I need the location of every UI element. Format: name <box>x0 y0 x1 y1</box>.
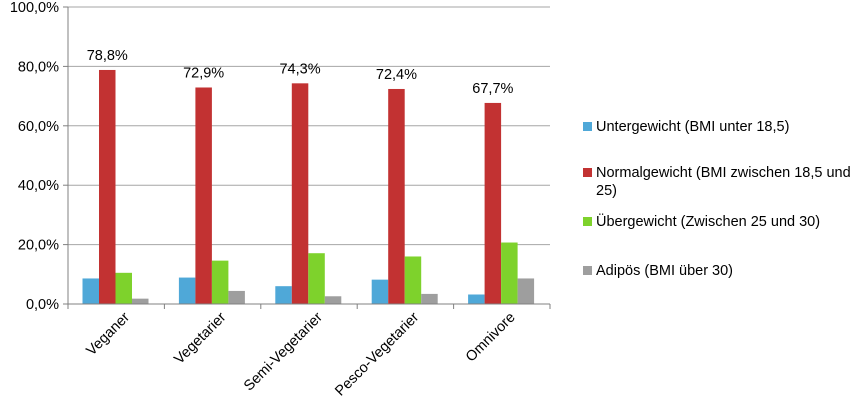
axes <box>63 7 550 305</box>
data-labels: 78,8% 72,9% 74,3% 72,4% 67,7% <box>87 48 514 97</box>
legend-swatch <box>583 122 592 131</box>
legend-item-normalgewicht: Normalgewicht (BMI zwischen 18,5 und 25) <box>583 164 853 200</box>
x-axis-ticks: Veganer Vegetarier Semi-Vegetarier Pesco-Ve… <box>67 304 551 399</box>
x-tick-label: Omnivore <box>463 310 519 366</box>
legend-label: Übergewicht (Zwischen 25 und 30) <box>596 214 821 230</box>
data-label: 67,7% <box>472 81 513 97</box>
bar <box>421 293 438 304</box>
x-tick-label: Semi-Vegetarier <box>241 309 326 394</box>
bar <box>468 294 485 304</box>
bar <box>291 83 309 304</box>
data-label: 72,4% <box>376 67 417 83</box>
x-tick-label: Pesco-Vegetarier <box>332 309 422 399</box>
x-tick-label: Vegetarier <box>171 309 229 367</box>
legend-item-untergewicht: Untergewicht (BMI unter 18,5) <box>583 118 789 136</box>
legend-label: Untergewicht (BMI unter 18,5) <box>596 119 790 135</box>
legend-swatch <box>583 266 592 275</box>
y-tick-label: 100,0% <box>10 0 59 16</box>
x-tick-label: Veganer <box>84 309 134 359</box>
bar <box>308 253 325 304</box>
bar <box>211 260 229 304</box>
y-tick-label: 0,0% <box>26 297 59 313</box>
data-label: 74,3% <box>279 61 320 77</box>
data-label: 78,8% <box>87 48 128 64</box>
legend-item-adipoes: Adipös (BMI über 30) <box>583 262 733 280</box>
bar <box>178 277 196 304</box>
bar <box>404 256 422 304</box>
bar <box>324 296 342 304</box>
bar <box>195 87 212 304</box>
legend-label: Adipös (BMI über 30) <box>596 263 734 279</box>
bar <box>371 279 389 304</box>
bar <box>99 69 116 305</box>
bar <box>115 272 132 304</box>
y-axis-ticks: 0,0% 20,0% 40,0% 60,0% 80,0% 100,0% <box>10 0 68 313</box>
data-label: 72,9% <box>183 65 224 81</box>
bar <box>517 278 535 304</box>
legend-swatch <box>583 217 592 226</box>
y-tick-label: 60,0% <box>18 119 59 135</box>
bar <box>501 242 518 304</box>
gridlines <box>68 6 550 246</box>
legend-swatch <box>583 168 592 177</box>
y-tick-label: 20,0% <box>18 238 59 254</box>
y-tick-label: 80,0% <box>18 59 59 75</box>
legend-item-uebergewicht: Übergewicht (Zwischen 25 und 30) <box>583 213 820 231</box>
legend-label: Normalgewicht (BMI zwischen 18,5 und 25) <box>596 165 851 199</box>
bar <box>484 102 502 304</box>
bars <box>82 69 535 305</box>
y-tick-label: 40,0% <box>18 178 59 194</box>
bar <box>275 286 292 304</box>
bar <box>82 278 99 304</box>
bar <box>132 298 149 304</box>
bar <box>388 88 405 304</box>
bar <box>228 290 245 304</box>
